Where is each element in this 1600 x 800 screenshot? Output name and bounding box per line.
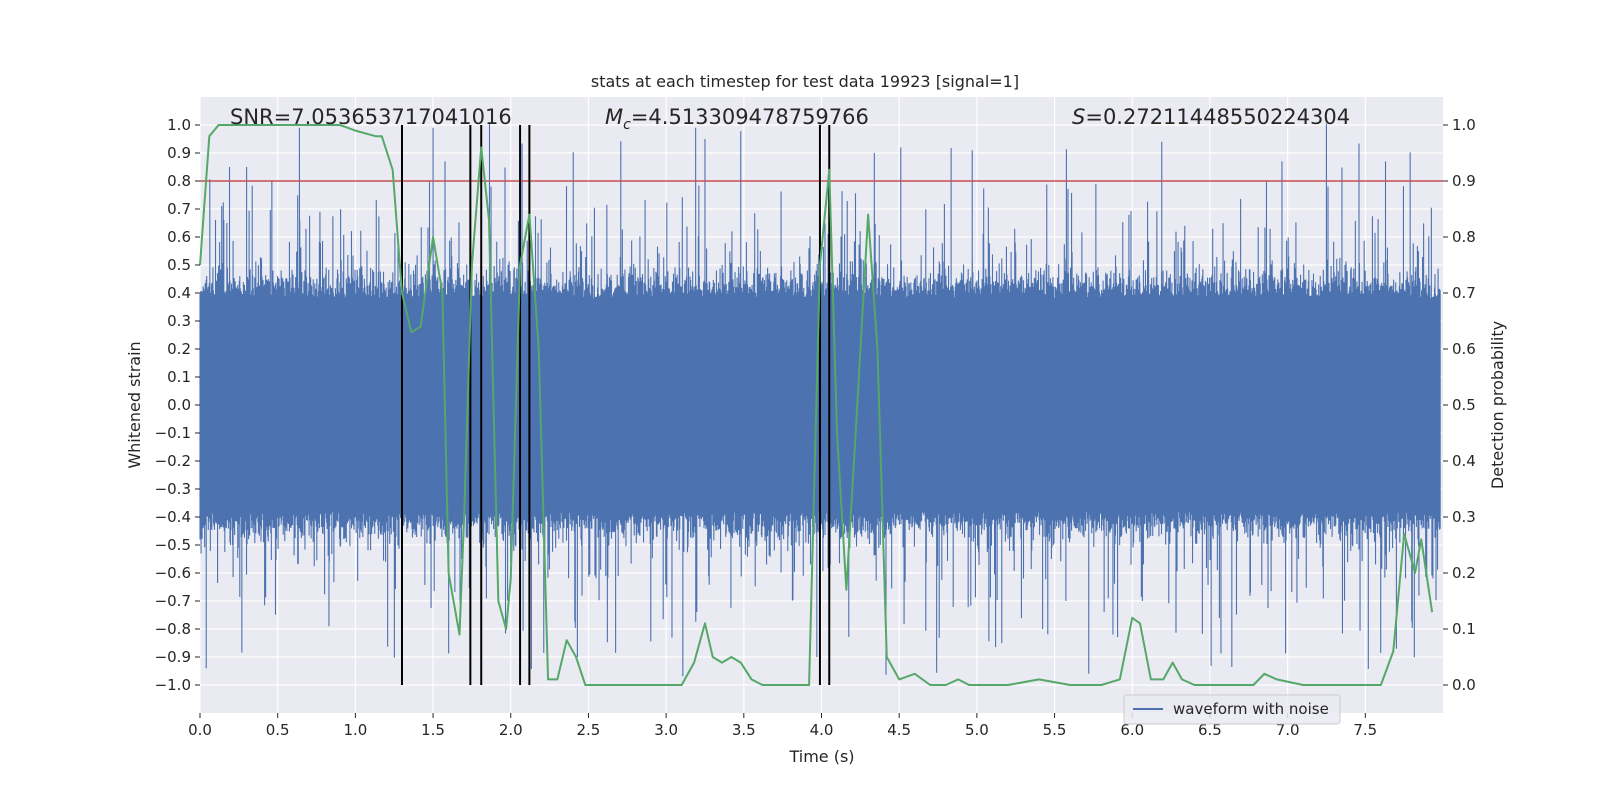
y2-tick-label: 0.2 bbox=[1452, 564, 1476, 582]
chirp-mass-value: =4.513309478759766 bbox=[631, 105, 869, 129]
x-tick-label: 2.0 bbox=[499, 721, 523, 739]
y-axis-label: Whitened strain bbox=[125, 341, 144, 468]
y2-tick-label: 1.0 bbox=[1452, 116, 1476, 134]
y2-tick-label: 0.3 bbox=[1452, 508, 1476, 526]
y-tick-label: 0.6 bbox=[167, 228, 191, 246]
x-axis-ticks: 0.0 0.5 1.0 1.5 2.0 2.5 3.0 3.5 4.0 4.5 5.0 5.5 6.0 6… bbox=[188, 713, 1377, 739]
x-tick-label: 0.0 bbox=[188, 721, 212, 739]
y-tick-label: −1.0 bbox=[155, 676, 191, 694]
s-symbol: S bbox=[1072, 105, 1085, 129]
y-tick-label: −0.5 bbox=[155, 536, 191, 554]
s-annotation: S=0.27211448550224304 bbox=[1072, 105, 1350, 129]
x-tick-label: 3.5 bbox=[732, 721, 756, 739]
snr-annotation: SNR=7.053653717041016 bbox=[230, 105, 512, 129]
y-tick-label: −0.6 bbox=[155, 564, 191, 582]
y-tick-label: −0.4 bbox=[155, 508, 191, 526]
legend-box bbox=[1123, 694, 1341, 725]
y-tick-label: 1.0 bbox=[167, 116, 191, 134]
y2-tick-label: 0.5 bbox=[1452, 396, 1476, 414]
y-tick-label: 0.5 bbox=[167, 256, 191, 274]
y2-tick-label: 0.1 bbox=[1452, 620, 1476, 638]
y-tick-label: 0.9 bbox=[167, 144, 191, 162]
chart-title: stats at each timestep for test data 199… bbox=[591, 72, 1019, 91]
y2-tick-label: 0.6 bbox=[1452, 340, 1476, 358]
x-tick-label: 3.0 bbox=[654, 721, 678, 739]
y-tick-label: −0.8 bbox=[155, 620, 191, 638]
y2-tick-label: 0.7 bbox=[1452, 284, 1476, 302]
y-tick-label: 0.0 bbox=[167, 396, 191, 414]
y-tick-label: 0.7 bbox=[167, 200, 191, 218]
y2-tick-label: 0.9 bbox=[1452, 172, 1476, 190]
legend: waveform with noise bbox=[1123, 694, 1341, 725]
y-tick-label: 0.3 bbox=[167, 312, 191, 330]
x-tick-label: 5.5 bbox=[1043, 721, 1067, 739]
chirp-mass-subscript: c bbox=[623, 117, 631, 133]
y2-tick-label: 0.4 bbox=[1452, 452, 1476, 470]
x-tick-label: 4.0 bbox=[810, 721, 834, 739]
x-axis-label: Time (s) bbox=[788, 747, 854, 766]
x-tick-label: 7.0 bbox=[1276, 721, 1300, 739]
x-tick-label: 2.5 bbox=[577, 721, 601, 739]
y-tick-label: −0.3 bbox=[155, 480, 191, 498]
y2-tick-label: 0.0 bbox=[1452, 676, 1476, 694]
y-tick-label: −0.7 bbox=[155, 592, 191, 610]
legend-label-waveform: waveform with noise bbox=[1173, 700, 1329, 718]
x-tick-label: 7.5 bbox=[1353, 721, 1377, 739]
x-tick-label: 5.0 bbox=[965, 721, 989, 739]
x-tick-label: 1.0 bbox=[343, 721, 367, 739]
marker-lines bbox=[400, 125, 831, 685]
y2-axis-ticks: 1.0 0.9 0.8 0.7 0.6 0.5 0.4 0.3 0.2 0.1 0.0 bbox=[1443, 116, 1476, 694]
y2-tick-label: 0.8 bbox=[1452, 228, 1476, 246]
chirp-mass-symbol: M bbox=[605, 105, 623, 129]
y-tick-label: 0.8 bbox=[167, 172, 191, 190]
x-tick-label: 1.5 bbox=[421, 721, 445, 739]
x-tick-label: 6.0 bbox=[1120, 721, 1144, 739]
x-tick-label: 0.5 bbox=[266, 721, 290, 739]
s-value: =0.27211448550224304 bbox=[1085, 105, 1350, 129]
y-tick-label: 0.1 bbox=[167, 368, 191, 386]
y-tick-label: −0.9 bbox=[155, 648, 191, 666]
y2-axis-label: Detection probability bbox=[1488, 321, 1507, 489]
waveform-trace bbox=[199, 123, 1441, 677]
x-tick-label: 4.5 bbox=[887, 721, 911, 739]
waveform-with-noise bbox=[199, 123, 1441, 677]
chirp-mass-annotation: Mc=4.513309478759766 bbox=[605, 105, 869, 133]
y-tick-label: −0.2 bbox=[155, 452, 191, 470]
y-tick-label: −0.1 bbox=[155, 424, 191, 442]
y-tick-label: 0.2 bbox=[167, 340, 191, 358]
x-tick-label: 6.5 bbox=[1198, 721, 1222, 739]
y-tick-label: 0.4 bbox=[167, 284, 191, 302]
y-axis-ticks: 1.0 0.9 0.8 0.7 0.6 0.5 0.4 0.3 0.2 0.1 0.0 −0.1 −0.… bbox=[155, 116, 200, 694]
detection-probability-line bbox=[199, 124, 1434, 686]
